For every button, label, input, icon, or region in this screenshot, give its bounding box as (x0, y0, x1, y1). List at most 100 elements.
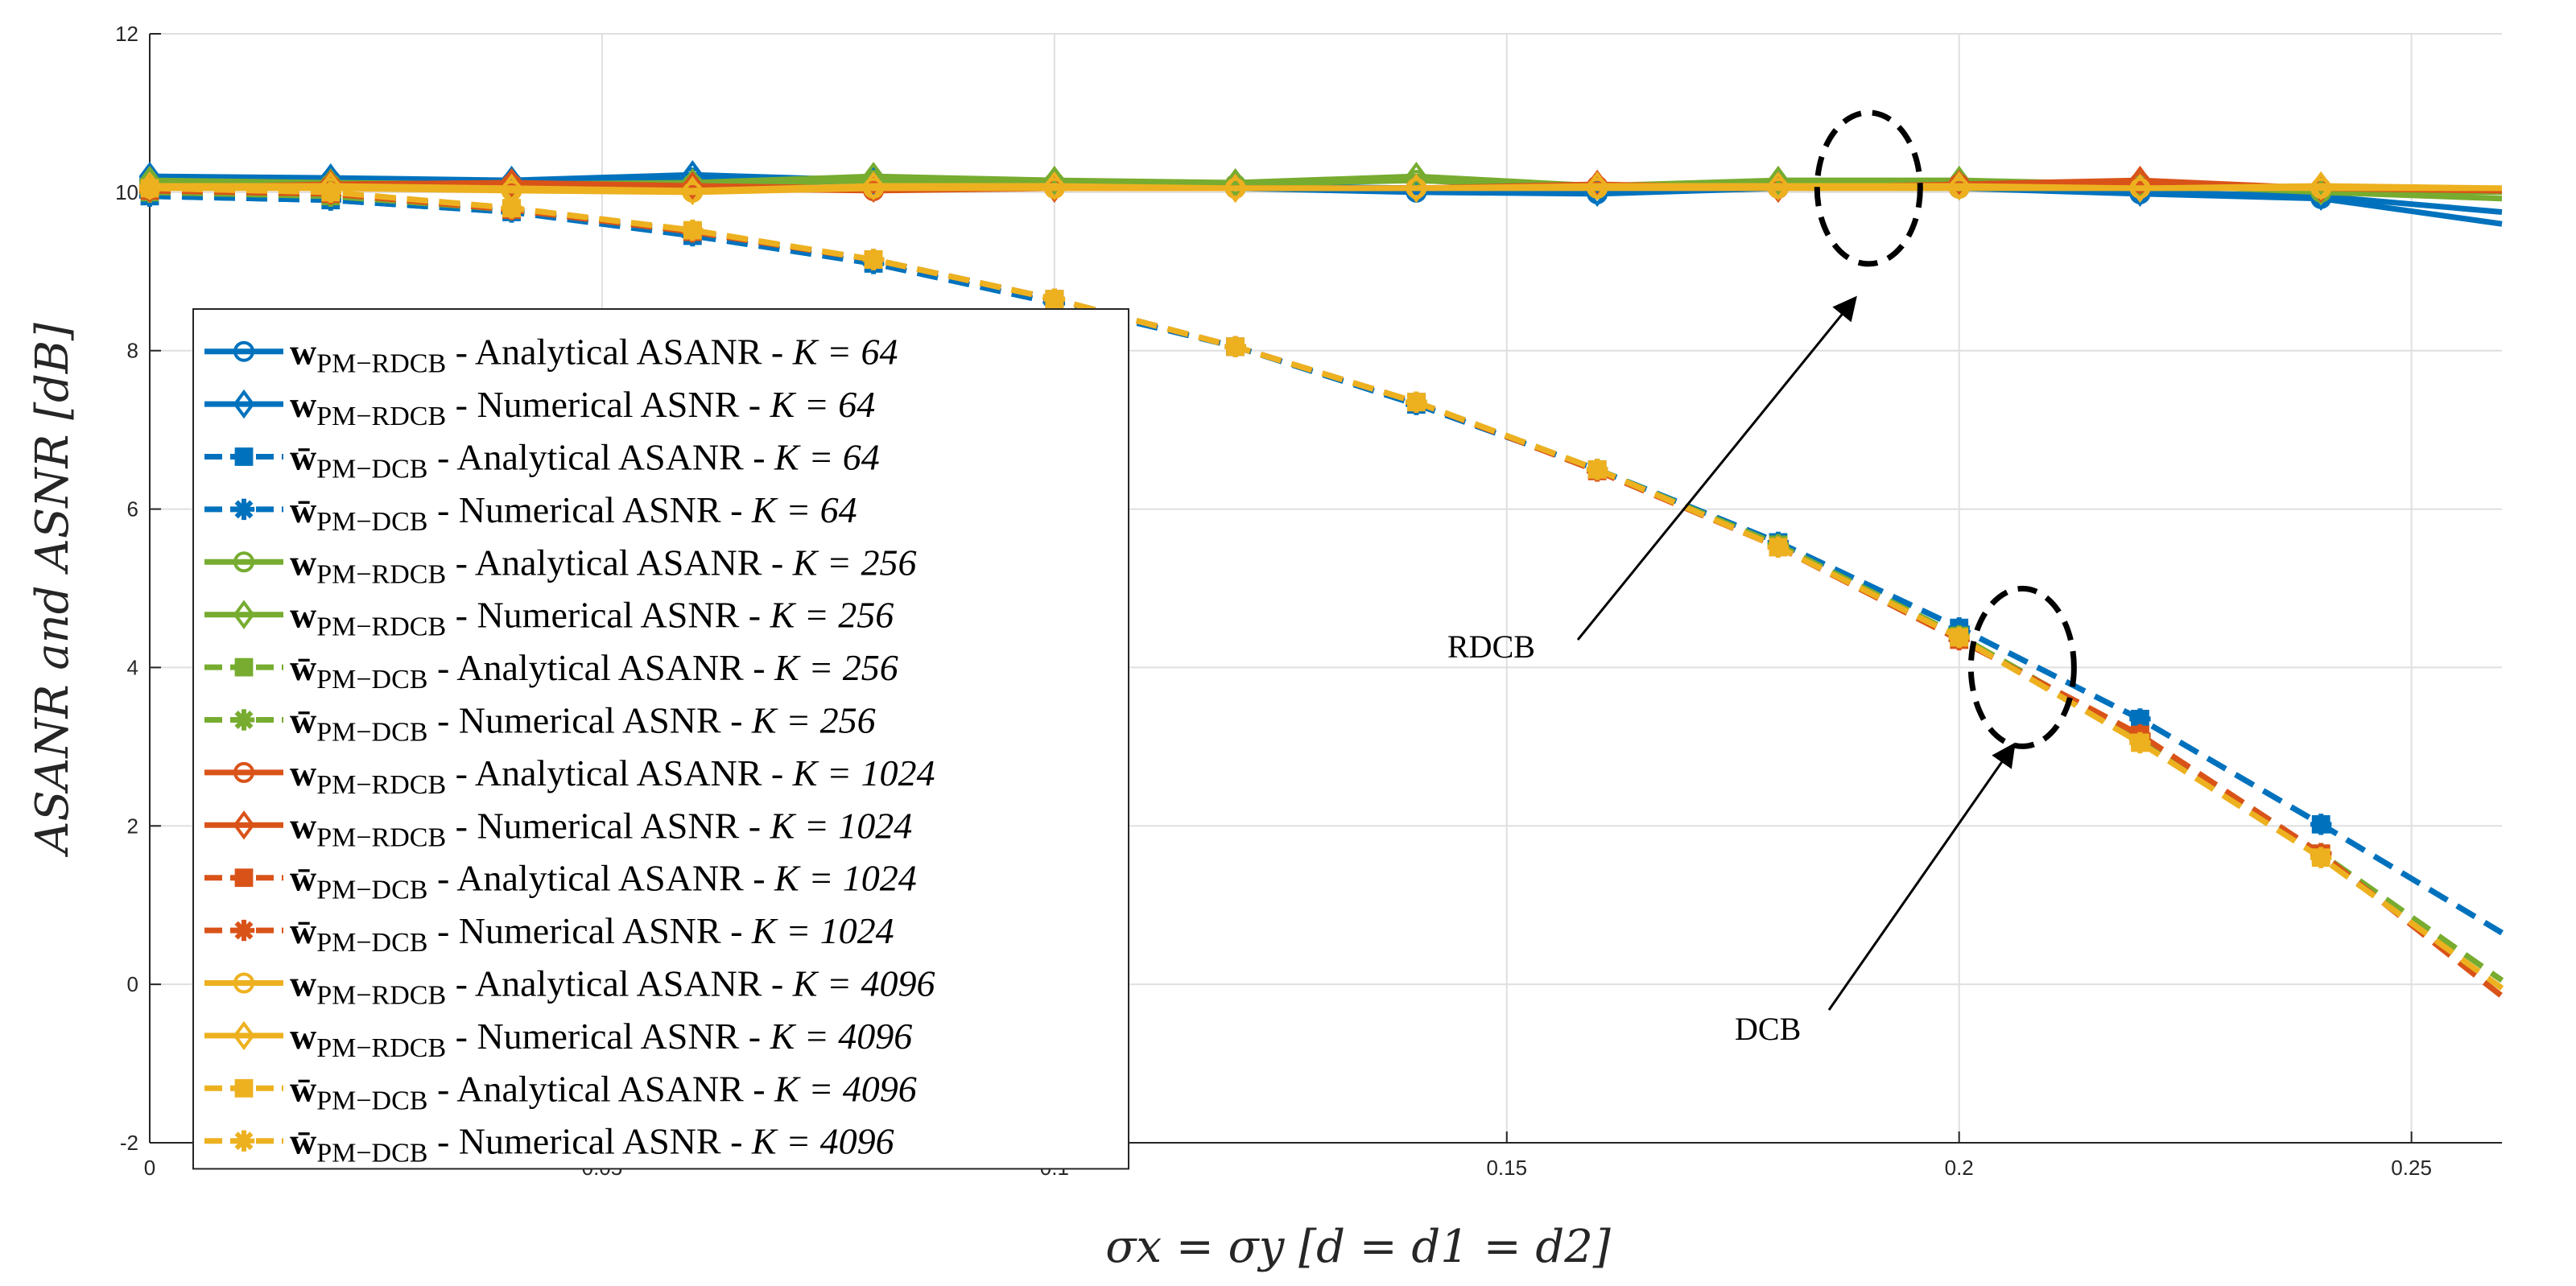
series-15-point-9-stroke (1769, 538, 1788, 557)
legend-k: K = 256 (770, 595, 894, 636)
legend-label-5: wPM−RDCB - Numerical ASNR - K = 256 (290, 595, 894, 642)
legend-entry-11: w̄PM−DCB - Numerical ASNR - K = 1024 (204, 910, 894, 958)
legend-subscript: PM−DCB (316, 928, 427, 958)
legend-vector: w̄ (290, 647, 316, 688)
legend-label-1: wPM−RDCB - Numerical ASNR - K = 64 (290, 384, 875, 431)
series-5-point-9 (1767, 165, 1790, 196)
legend-k: K = 256 (774, 647, 898, 688)
legend-vector: w (290, 542, 316, 583)
legend-description: - Numerical ASNR - (446, 384, 770, 425)
legend-subscript: PM−DCB (316, 455, 427, 484)
x-tick-label-0: 0 (144, 1156, 155, 1180)
series-13-point-7 (1405, 173, 1427, 204)
legend-description: - Numerical ASNR - (427, 489, 751, 530)
legend-entry-8: wPM−RDCB - Analytical ASANR - K = 1024 (204, 752, 935, 800)
legend-entry-1: wPM−RDCB - Numerical ASNR - K = 64 (204, 384, 875, 431)
legend-k: K = 256 (792, 542, 917, 583)
legend-vector: w (290, 595, 316, 636)
series-line-15 (149, 185, 2504, 991)
legend-k: K = 4096 (774, 1068, 917, 1109)
legend-swatch-marker-8 (233, 761, 254, 783)
y-tick-label-0: -2 (120, 1131, 138, 1155)
series-13-point-11 (2128, 173, 2151, 204)
legend-subscript: PM−RDCB (316, 1033, 446, 1063)
legend-subscript: PM−DCB (316, 1139, 427, 1169)
legend-label-3: w̄PM−DCB - Numerical ASNR - K = 64 (290, 489, 857, 537)
legend-swatch-marker-15 (233, 1130, 255, 1152)
series-15-point-0 (138, 177, 161, 200)
series-15-point-2 (501, 197, 522, 219)
legend-swatch-marker-7 (233, 709, 255, 731)
legend-entry-7: w̄PM−DCB - Numerical ASNR - K = 256 (204, 700, 876, 748)
legend-vector: w̄ (290, 910, 316, 951)
series-13-point-8 (1586, 171, 1608, 201)
legend: wPM−RDCB - Analytical ASANR - K = 64wPM−… (192, 308, 1129, 1170)
series-5-point-5 (1043, 165, 1066, 196)
series-15-point-3 (682, 219, 704, 241)
legend-label-0: wPM−RDCB - Analytical ASANR - K = 64 (290, 332, 898, 379)
series-15-point-0-stroke (140, 179, 159, 198)
x-tick-label-4: 0.2 (1945, 1156, 1974, 1180)
series-15-point-2-stroke (502, 199, 521, 217)
legend-label-4: wPM−RDCB - Analytical ASANR - K = 256 (290, 542, 916, 589)
legend-vector: w (290, 805, 316, 846)
legend-subscript: PM−DCB (316, 1086, 427, 1115)
legend-vector: w̄ (290, 1068, 316, 1109)
y-tick-label-7: 12 (115, 22, 138, 46)
legend-subscript: PM−DCB (316, 718, 427, 748)
series-13-point-12 (2310, 171, 2332, 201)
legend-description: - Numerical ASNR - (427, 700, 751, 741)
series-15-point-10 (1948, 626, 1970, 649)
legend-k: K = 64 (774, 437, 880, 478)
legend-subscript: PM−RDCB (316, 559, 446, 589)
legend-vector: w̄ (290, 858, 316, 899)
legend-description: - Numerical ASNR - (427, 910, 751, 951)
legend-subscript: PM−RDCB (316, 612, 446, 642)
legend-description: - Analytical ASANR - (446, 752, 793, 793)
series-3-point-11-stroke (2131, 709, 2149, 728)
series-15-point-1-stroke (321, 183, 341, 202)
legend-entry-12: wPM−RDCB - Analytical ASANR - K = 4096 (204, 963, 935, 1011)
legend-label-9: wPM−RDCB - Numerical ASNR - K = 1024 (290, 805, 912, 852)
series-13-point-4 (862, 171, 885, 201)
series-3-point-11 (2129, 708, 2151, 730)
legend-k: K = 256 (751, 700, 876, 741)
y-tick-label-6: 10 (115, 180, 138, 204)
legend-label-10: w̄PM−DCB - Analytical ASANR - K = 1024 (290, 858, 917, 905)
annotation-ellipse-dcb (1967, 585, 2077, 749)
annotation-label-dcb: DCB (1735, 1011, 1801, 1047)
legend-description: - Numerical ASNR - (427, 1121, 751, 1162)
legend-entry-6: w̄PM−DCB - Analytical ASANR - K = 256 (204, 647, 898, 695)
legend-subscript: PM−RDCB (316, 981, 446, 1011)
series-15-point-12 (2310, 847, 2332, 868)
legend-swatch-marker-5 (233, 600, 255, 629)
series-3-point-12 (2310, 814, 2332, 835)
legend-k: K = 1024 (774, 858, 917, 899)
series-15-point-12-stroke (2311, 848, 2330, 868)
legend-subscript: PM−RDCB (316, 349, 446, 379)
series-15-point-5 (1043, 288, 1066, 310)
legend-swatch-marker-11-stroke (234, 921, 254, 940)
legend-description: - Analytical ASANR - (446, 963, 793, 1004)
annotation-label-rdcb: RDCB (1447, 629, 1535, 665)
legend-vector: w (290, 1016, 316, 1057)
legend-swatch-marker-13 (233, 1020, 255, 1051)
series-15-point-10-stroke (1950, 628, 1969, 647)
legend-swatch-marker-9 (233, 810, 255, 840)
y-tick-label-3: 4 (127, 655, 138, 679)
legend-k: K = 4096 (792, 963, 935, 1004)
series-group (138, 159, 2504, 999)
series-13-point-10 (1948, 171, 1971, 201)
x-tick-label-3: 0.15 (1486, 1156, 1527, 1180)
series-13-point-9 (1767, 171, 1790, 201)
legend-subscript: PM−RDCB (316, 770, 446, 800)
legend-label-6: w̄PM−DCB - Analytical ASANR - K = 256 (290, 647, 898, 695)
legend-description: - Numerical ASNR - (446, 805, 770, 846)
y-tick-label-5: 8 (127, 339, 138, 363)
legend-swatch-marker-10 (234, 868, 254, 888)
series-5-point-6 (1224, 167, 1247, 198)
series-15-point-8 (1586, 459, 1608, 480)
legend-label-2: w̄PM−DCB - Analytical ASANR - K = 64 (290, 437, 880, 484)
legend-label-15: w̄PM−DCB - Numerical ASNR - K = 4096 (290, 1121, 894, 1169)
